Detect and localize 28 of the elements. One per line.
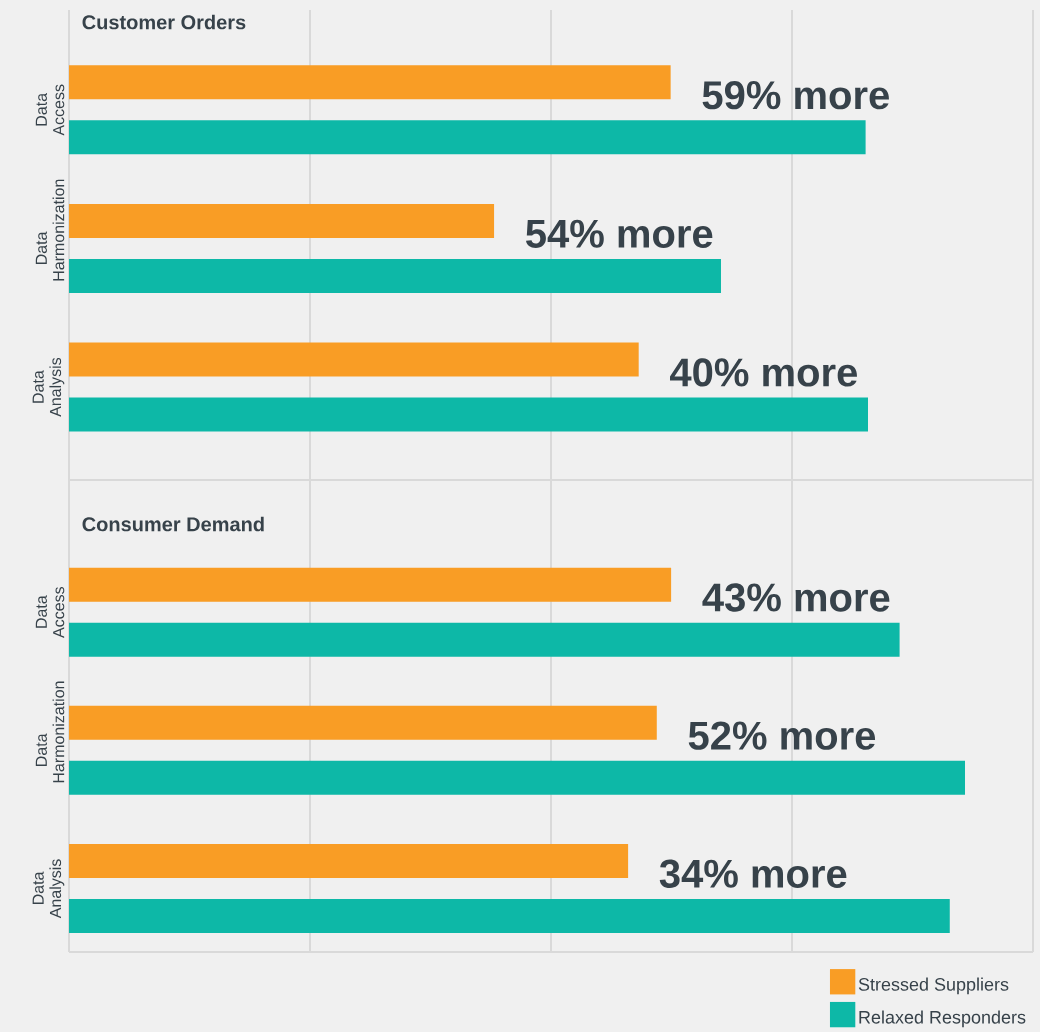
y-tick-label: Data Access xyxy=(35,586,65,638)
bar xyxy=(69,397,868,432)
chart-title: Customer Orders xyxy=(82,14,246,30)
bar xyxy=(69,65,671,100)
annotation: 34% more xyxy=(659,859,847,888)
bar xyxy=(69,258,721,293)
bar xyxy=(69,120,866,155)
y-tick-label: Data Harmonization xyxy=(35,681,65,783)
bar xyxy=(69,843,629,878)
text: Consumer Demand xyxy=(82,516,264,532)
annotation: 43% more xyxy=(702,583,890,612)
bar xyxy=(69,705,657,740)
y-tick-label: Data Analysis xyxy=(32,357,65,417)
y-tick-label: Data Access xyxy=(35,84,65,136)
bar xyxy=(69,760,966,795)
annotation: 54% more xyxy=(526,219,713,248)
bar xyxy=(69,567,672,602)
y-tick-label: Data Harmonization xyxy=(35,179,65,281)
legend-label: Stressed Suppliers xyxy=(858,977,1009,995)
bar xyxy=(69,898,950,933)
annotation: 52% more xyxy=(688,721,876,750)
annotation: 40% more xyxy=(670,358,857,387)
bar xyxy=(69,622,900,657)
bar xyxy=(69,203,495,238)
legend-label: Relaxed Responders xyxy=(859,1010,1026,1028)
bar xyxy=(69,342,639,377)
annotation: 59% more xyxy=(702,80,889,110)
y-tick-label: Data Analysis xyxy=(32,859,65,919)
